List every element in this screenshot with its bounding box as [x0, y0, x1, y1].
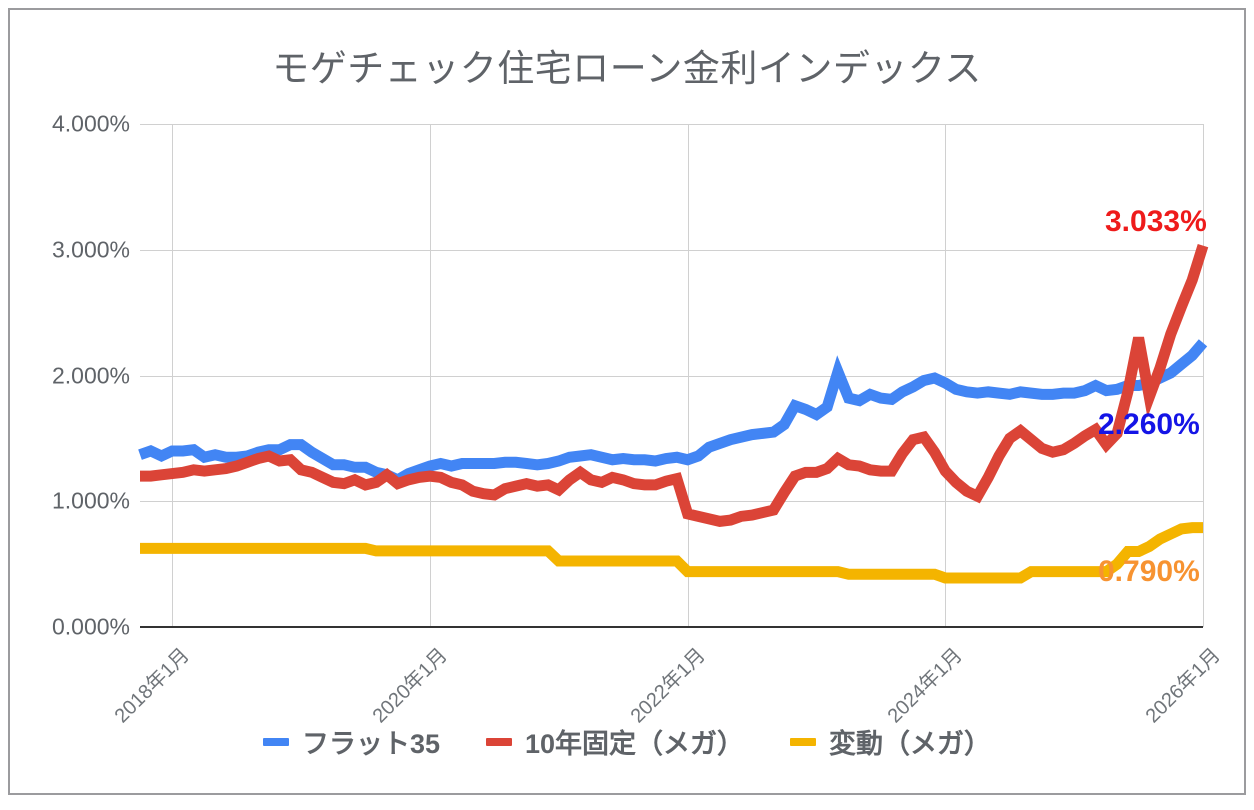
series-line: [140, 243, 1209, 527]
legend-swatch-icon: [486, 737, 512, 746]
plot-area: [138, 124, 1209, 628]
y-tick-label: 1.000%: [51, 487, 130, 514]
legend-swatch-icon: [262, 737, 289, 746]
y-tick-label: 4.000%: [51, 110, 130, 137]
legend-item-label: 10年固定（メガ）: [525, 729, 745, 759]
legend-item-label: 変動（メガ）: [829, 729, 992, 759]
legend-item[interactable]: 変動（メガ）: [790, 722, 991, 761]
y-tick-label: 2.000%: [51, 362, 130, 388]
y-gridline: [140, 626, 1203, 628]
x-gridline: [1203, 124, 1204, 627]
legend-swatch-icon: [790, 737, 817, 746]
y-gridline: [140, 124, 1203, 125]
series-line: [140, 522, 1203, 584]
legend-item[interactable]: 10年固定（メガ）: [486, 722, 744, 761]
series-lines: [138, 243, 1209, 584]
chart-border: [8, 8, 1246, 795]
chart-legend: フラット35 10年固定（メガ） 変動（メガ）: [0, 722, 1254, 761]
legend-item-label: フラット35: [301, 729, 440, 759]
chart-title: モゲチェック住宅ローン金利インデックス: [272, 48, 982, 89]
series-line: [138, 339, 1208, 487]
y-tick-label: 3.000%: [51, 236, 130, 263]
y-gridline: [140, 249, 1203, 251]
y-tick-label: 0.000%: [51, 613, 130, 640]
legend-item[interactable]: フラット35: [262, 722, 440, 761]
orange-end-value-label: 0.790%: [1098, 555, 1200, 588]
y-gridline: [140, 375, 1203, 377]
y-gridline: [140, 501, 1203, 503]
blue-end-value-label: 2.260%: [1098, 408, 1200, 441]
red-end-value-label: 3.033%: [1105, 205, 1207, 238]
